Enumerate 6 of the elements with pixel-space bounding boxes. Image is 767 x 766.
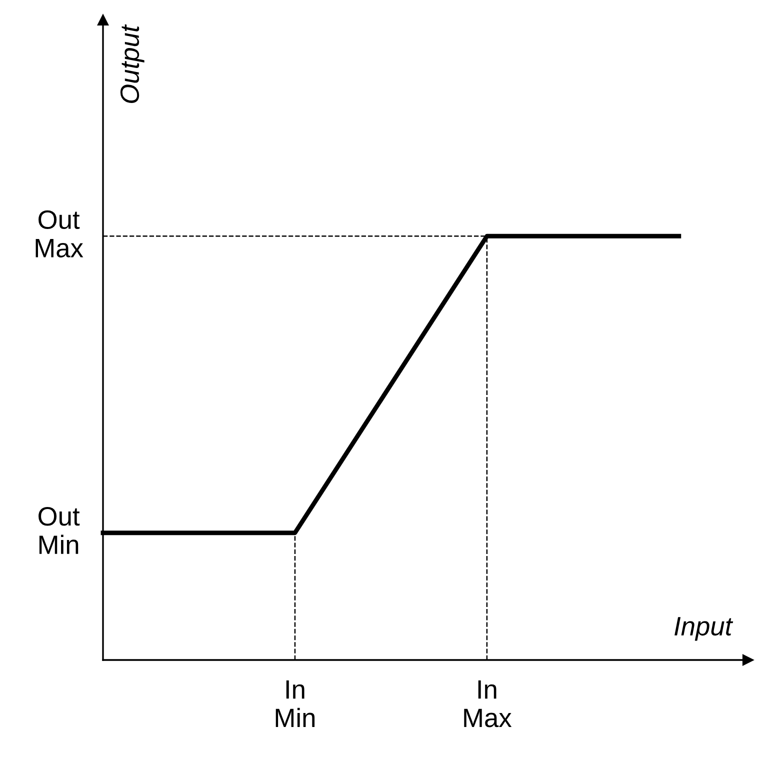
ref-line-label: Out Max [36,210,84,258]
x-axis-title: Input [674,617,734,641]
x-tick-label: In Max [464,680,512,728]
text: Output [120,24,144,103]
text: Out Min [38,507,80,554]
x-tick-label: In Min [276,680,315,727]
